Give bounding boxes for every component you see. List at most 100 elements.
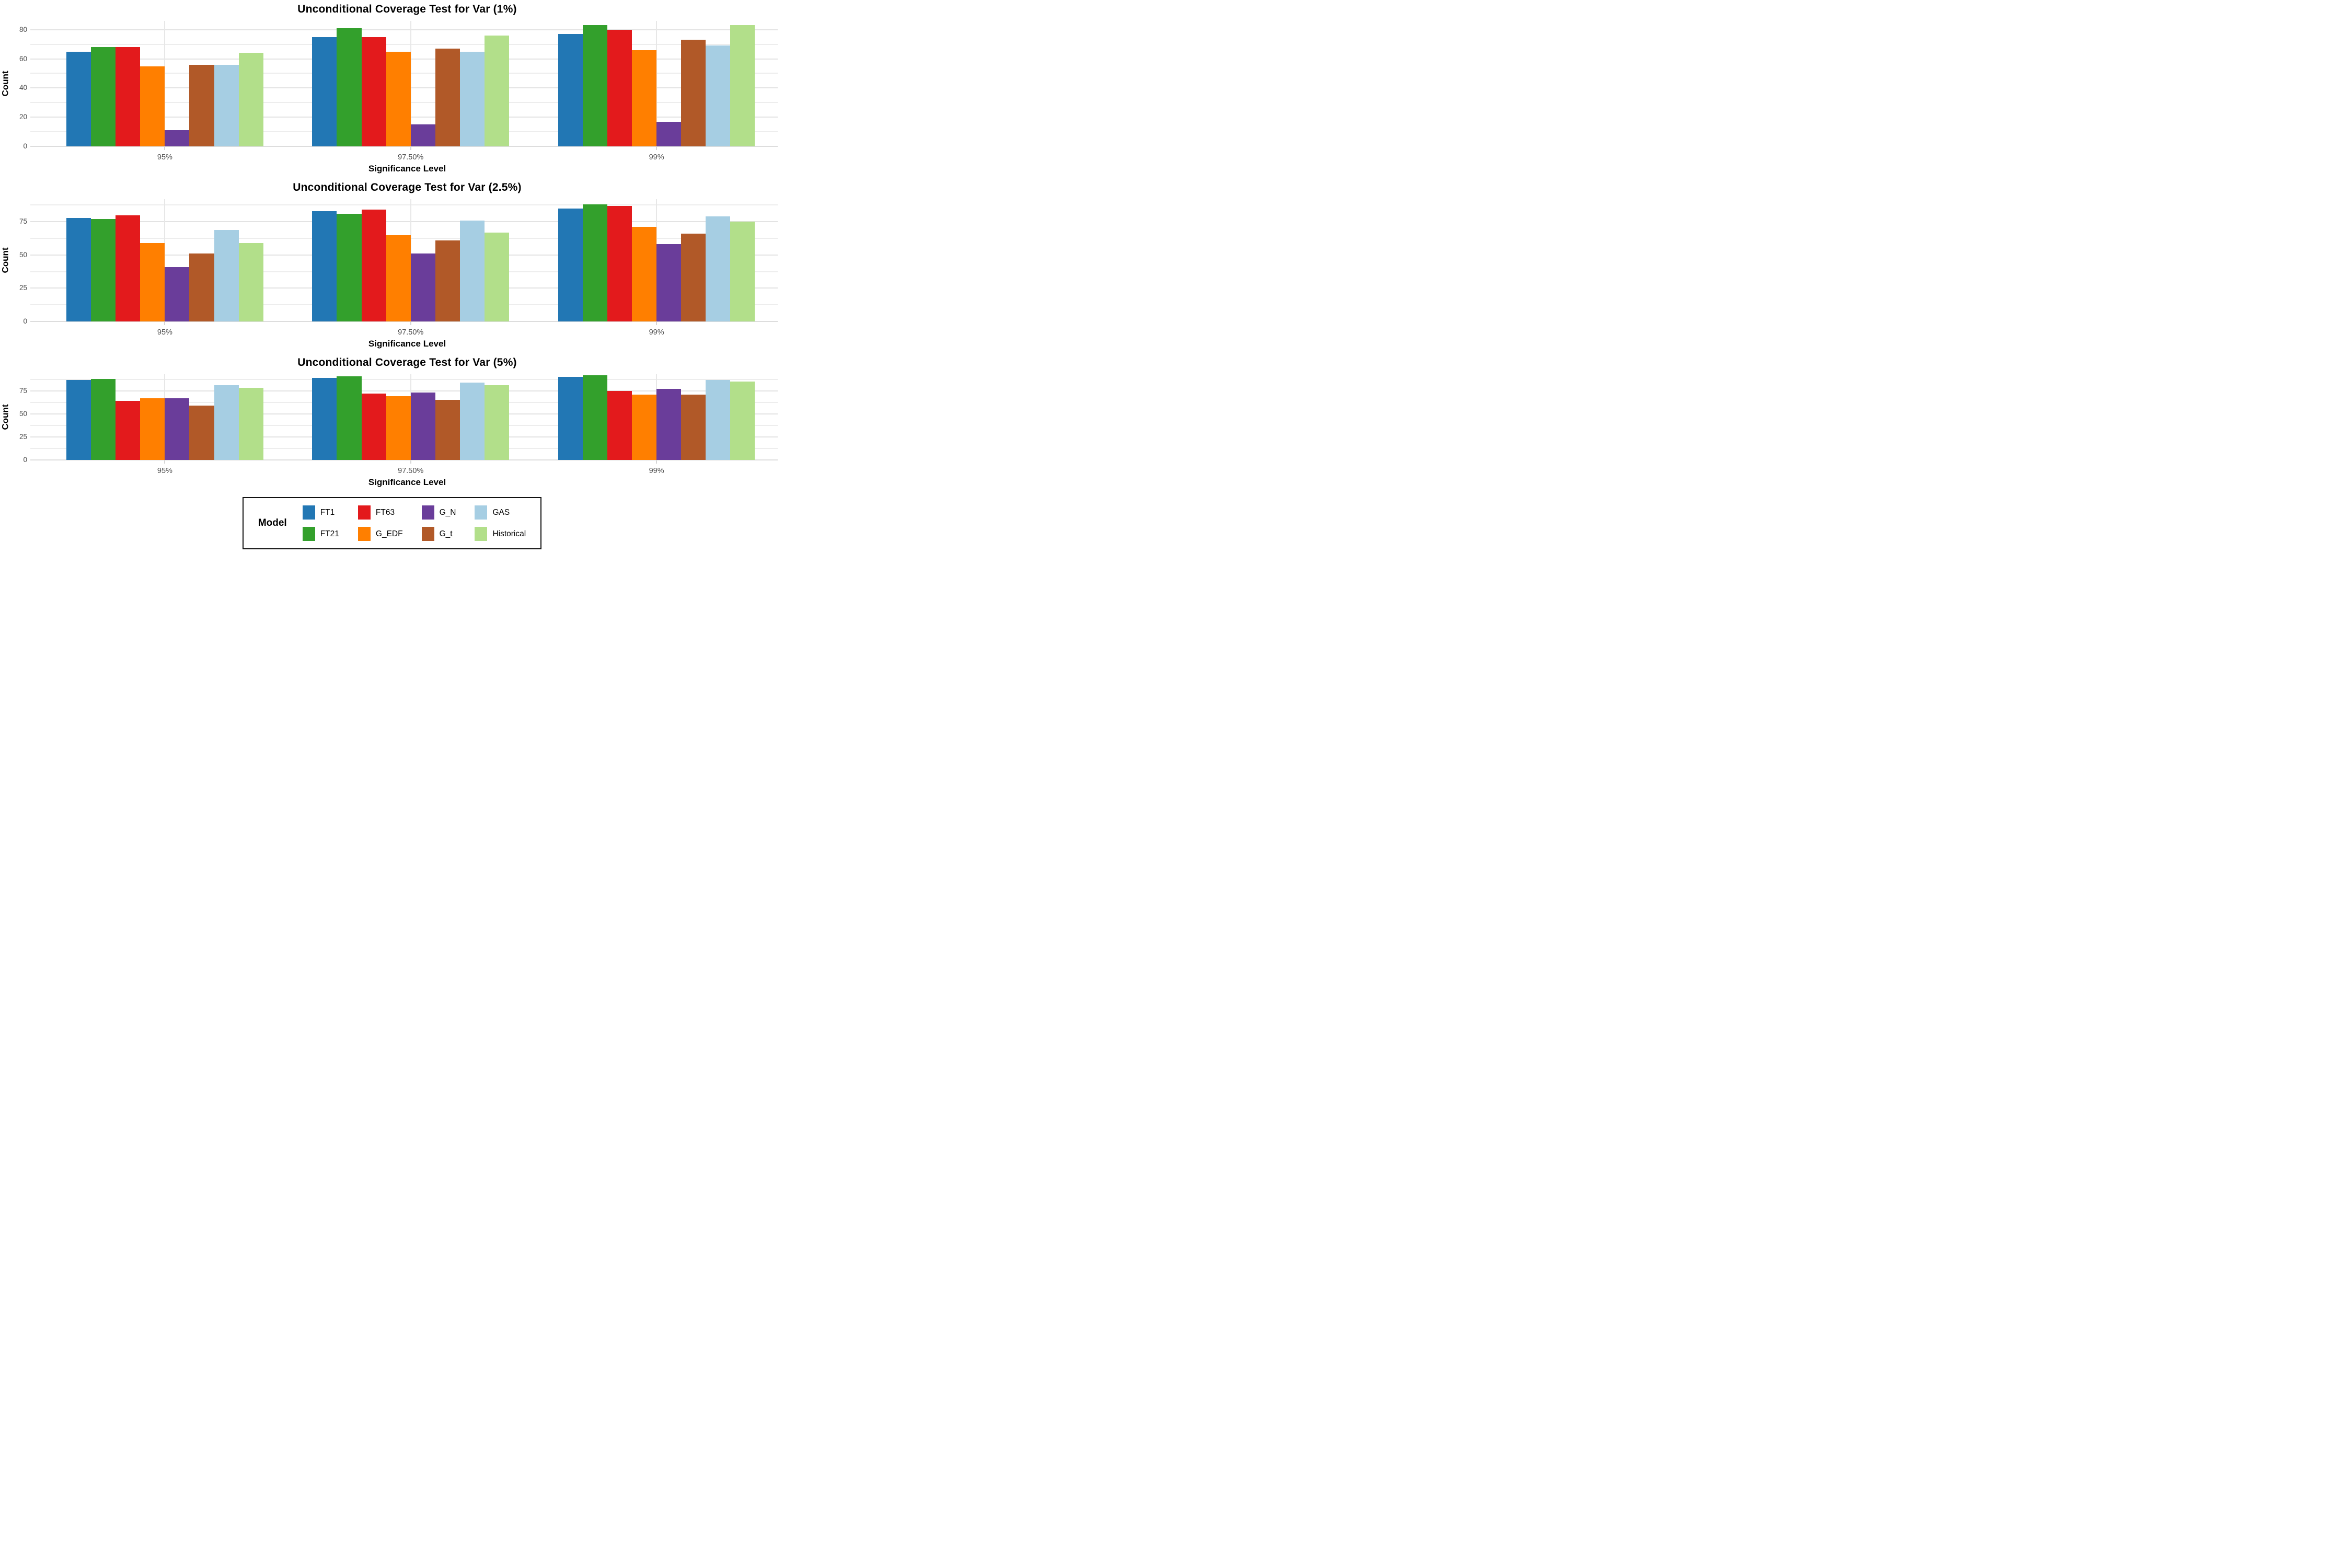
legend: Model FT1 FT21 FT63 G_EDF G_N G_t GAS Historica… [242,497,542,549]
bar-GAS-97.50% [459,51,485,146]
legend-swatch-icon [358,527,371,541]
legend-swatch-icon [421,505,434,520]
gridline-x [410,21,411,146]
y-axis-title: Count [1,247,10,273]
gridline-y-70 [30,43,778,45]
legend-entries: FT1 FT21 FT63 G_EDF G_N G_t GAS Historical [302,505,526,541]
y-tick-label: 20 [19,113,27,121]
bar-FT21-95% [91,378,116,460]
bar-G_EDF-95% [140,66,165,146]
bar-FT1-99% [558,34,583,146]
x-tick-cell: 95% [66,321,263,337]
bar-FT1-99% [558,377,583,460]
bar-FT21-99% [582,25,607,146]
legend-item-G_t: G_t [421,527,456,541]
legend-item-GAS: GAS [475,505,526,520]
legend-label: G_N [439,508,456,517]
x-axis-title: Significance Level [368,339,446,349]
bar-Historical-97.50% [485,35,510,146]
x-tick-label: 97.50% [398,328,424,337]
bar-GAS-95% [214,385,239,460]
bar-FT63-97.50% [361,37,386,146]
bar-FT21-99% [582,375,607,460]
gridline-y-75 [30,221,778,223]
bar-GAS-99% [706,379,731,460]
y-tick-label: 0 [23,456,27,464]
bar-G_EDF-99% [631,50,657,146]
bar-G_N-97.50% [410,253,435,321]
bar-FT21-99% [582,204,607,321]
legend-column: FT63 G_EDF [358,505,403,541]
axis-baseline [30,459,778,460]
bar-G_t-95% [189,405,214,460]
bar-FT21-95% [91,47,116,146]
x-tick-cell: 95% [66,146,263,162]
bar-group-99% [558,21,755,146]
y-tick-label: 80 [19,25,27,33]
bar-FT21-95% [91,219,116,321]
bar-FT1-97.50% [312,211,337,321]
gridline-x [164,21,166,146]
bar-group-97.50% [312,374,510,460]
legend-label: G_EDF [375,529,403,538]
x-tick-label: 97.50% [398,153,424,162]
bar-G_N-97.50% [410,393,435,460]
bar-Historical-95% [238,53,263,146]
axis-baseline [30,146,778,147]
x-tick-mark [164,460,166,464]
x-axis-ticks: 95% 97.50% 99% [0,146,784,162]
gridline-y-87.5 [30,378,778,380]
bar-G_N-95% [165,130,190,146]
bar-G_t-99% [681,40,706,146]
gridline-y-80 [30,29,778,30]
legend-item-Historical: Historical [475,527,526,541]
bar-Historical-99% [730,25,755,146]
bar-G_EDF-99% [631,394,657,460]
y-tick-label: 50 [19,250,27,259]
bar-FT1-99% [558,208,583,321]
legend-column: GAS Historical [475,505,526,541]
legend-label: GAS [492,508,510,517]
legend-swatch-icon [358,505,371,520]
y-axis-title-wrap: Count [0,374,11,460]
bar-FT1-97.50% [312,37,337,146]
x-tick-label: 99% [649,467,664,475]
gridline-x [164,199,166,321]
panel-var-2-5pct: Unconditional Coverage Test for Var (2.5… [0,181,784,349]
gridline-y-87.5 [30,204,778,206]
y-tick-label: 0 [23,317,27,325]
x-tick-label: 95% [157,328,172,337]
legend-item-G_N: G_N [421,505,456,520]
bar-group-99% [558,374,755,460]
bar-Historical-95% [238,243,263,321]
x-tick-label: 95% [157,153,172,162]
y-tick-label: 75 [19,217,27,226]
legend-title: Model [258,517,287,528]
x-tick-cell: 99% [558,321,755,337]
bar-G_N-97.50% [410,124,435,146]
x-tick-mark [656,321,658,325]
bar-FT63-95% [116,215,141,321]
x-tick-mark [410,321,411,325]
bar-G_t-99% [681,234,706,321]
bar-FT1-97.50% [312,378,337,460]
legend-swatch-icon [302,505,315,520]
legend-swatch-icon [302,527,315,541]
bar-G_t-95% [189,64,214,146]
bar-G_EDF-95% [140,398,165,460]
bar-group-99% [558,199,755,321]
bar-G_t-97.50% [435,400,460,460]
y-axis-title: Count [1,71,10,97]
bar-GAS-99% [706,216,731,321]
bar-FT63-97.50% [361,394,386,460]
bar-Historical-99% [730,222,755,321]
x-axis-ticks: 95% 97.50% 99% [0,460,784,475]
panel-var-1pct: Unconditional Coverage Test for Var (1%)… [0,3,784,174]
bar-G_t-97.50% [435,49,460,146]
bar-FT1-95% [66,51,91,146]
bar-G_N-99% [656,244,682,321]
y-axis-ticks: 0 25 50 75 [11,199,30,325]
bar-G_t-99% [681,394,706,460]
x-tick-label: 95% [157,467,172,475]
bar-G_N-95% [165,267,190,321]
